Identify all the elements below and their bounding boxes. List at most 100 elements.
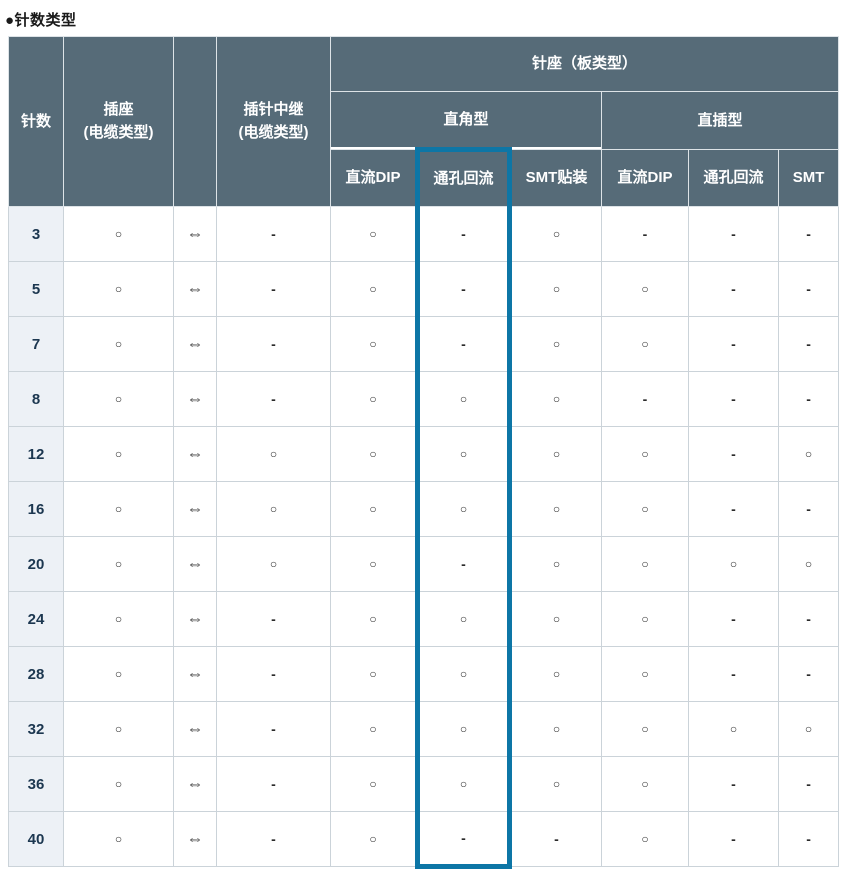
table-row: 32 ○ ⇔ - ○ ○ ○ ○ ○ ○ — [8, 701, 840, 757]
availability-cell: ○ — [216, 481, 331, 537]
availability-cell: ○ — [415, 701, 512, 757]
availability-cell: ○ — [63, 811, 174, 867]
table-row: 8 ○ ⇔ - ○ ○ ○ - - - — [8, 371, 840, 427]
pin-count-cell: 24 — [8, 591, 64, 647]
header-pin-relay-line1: 插针中继 — [243, 101, 304, 118]
availability-cell: ○ — [216, 426, 331, 482]
header-pin-relay: 插针中继 (电缆类型) — [216, 36, 331, 207]
header-straight-group: 直插型 — [600, 91, 840, 150]
availability-cell: ○ — [415, 426, 512, 482]
availability-cell: ○ — [415, 646, 512, 702]
availability-cell: - — [688, 261, 779, 317]
availability-cell: ○ — [330, 756, 418, 812]
pin-count-cell: 5 — [8, 261, 64, 317]
table-row: 28 ○ ⇔ - ○ ○ ○ ○ - - — [8, 646, 840, 702]
availability-cell: - — [216, 261, 331, 317]
availability-cell: - — [777, 591, 840, 647]
availability-cell: ○ — [509, 536, 602, 592]
availability-cell: ○ — [509, 206, 602, 262]
availability-cell: ○ — [601, 481, 689, 537]
pin-count-cell: 28 — [8, 646, 64, 702]
header-pin-relay-line2: (电缆类型) — [238, 123, 309, 141]
table-row: 3 ○ ⇔ - ○ - ○ - - - — [8, 206, 840, 262]
availability-cell: - — [688, 316, 779, 372]
availability-cell: ○ — [509, 591, 602, 647]
availability-cell: ⇔ — [173, 426, 217, 482]
availability-cell: ⇔ — [173, 646, 217, 702]
availability-cell: ○ — [63, 206, 174, 262]
availability-cell: ○ — [330, 646, 418, 702]
availability-cell: - — [601, 371, 689, 427]
availability-cell: ⇔ — [173, 481, 217, 537]
header-board-type-group: 针座（板类型） — [329, 36, 840, 92]
availability-cell: ○ — [63, 316, 174, 372]
pin-count-cell: 12 — [8, 426, 64, 482]
subheader-smt-straight: SMT — [777, 149, 840, 207]
availability-cell: ○ — [63, 481, 174, 537]
availability-cell: ○ — [63, 591, 174, 647]
availability-cell: ○ — [688, 536, 779, 592]
availability-cell: - — [216, 701, 331, 757]
subheader-dc-dip-right-angle: 直流DIP — [330, 149, 418, 207]
header-socket: 插座 (电缆类型) — [63, 36, 174, 207]
pin-count-cell: 36 — [8, 756, 64, 812]
availability-cell: ○ — [601, 316, 689, 372]
availability-cell: ○ — [509, 261, 602, 317]
availability-cell: ⇔ — [173, 591, 217, 647]
table-row: 5 ○ ⇔ - ○ - ○ ○ - - — [8, 261, 840, 317]
availability-cell: ○ — [63, 536, 174, 592]
page-title: ●针数类型 — [5, 12, 77, 29]
pin-count-cell: 20 — [8, 536, 64, 592]
availability-cell: ○ — [777, 426, 840, 482]
table-row: 7 ○ ⇔ - ○ - ○ ○ - - — [8, 316, 840, 372]
availability-cell: ○ — [509, 756, 602, 812]
availability-cell: ○ — [330, 701, 418, 757]
pin-count-type-table: 针数 插座 (电缆类型) 插针中继 (电缆类型) 针座（板类型） 直角型 直插型… — [8, 36, 840, 869]
availability-cell: - — [216, 316, 331, 372]
pin-count-cell: 40 — [8, 811, 64, 867]
availability-cell: - — [777, 756, 840, 812]
availability-cell: - — [688, 646, 779, 702]
availability-cell: ⇔ — [173, 811, 217, 867]
availability-cell: ○ — [415, 756, 512, 812]
availability-cell: - — [415, 206, 512, 262]
subheader-through-hole-reflow-straight: 通孔回流 — [688, 149, 779, 207]
availability-cell: - — [216, 811, 331, 867]
availability-cell: ○ — [63, 261, 174, 317]
availability-cell: ○ — [688, 701, 779, 757]
availability-cell: - — [415, 316, 512, 372]
table-row: 20 ○ ⇔ ○ ○ - ○ ○ ○ ○ — [8, 536, 840, 592]
table-row: 40 ○ ⇔ - ○ - - ○ - - — [8, 811, 840, 869]
availability-cell: ○ — [415, 591, 512, 647]
availability-cell: ○ — [415, 371, 512, 427]
availability-cell: ○ — [330, 371, 418, 427]
header-right-angle-group: 直角型 — [330, 91, 602, 150]
availability-cell: ○ — [777, 701, 840, 757]
availability-cell: - — [601, 206, 689, 262]
availability-cell: ○ — [509, 646, 602, 702]
availability-cell: ○ — [509, 701, 602, 757]
availability-cell: ⇔ — [173, 316, 217, 372]
availability-cell: - — [509, 811, 602, 867]
availability-cell: ○ — [330, 261, 418, 317]
availability-cell: ○ — [63, 426, 174, 482]
availability-cell: ⇔ — [173, 756, 217, 812]
header-arrow-column — [173, 36, 217, 207]
availability-cell: ○ — [777, 536, 840, 592]
pin-count-cell: 32 — [8, 701, 64, 757]
availability-cell: - — [216, 646, 331, 702]
availability-cell: ○ — [601, 261, 689, 317]
availability-cell: ○ — [63, 371, 174, 427]
availability-cell: ○ — [63, 646, 174, 702]
table-row: 16 ○ ⇔ ○ ○ ○ ○ ○ - - — [8, 481, 840, 537]
subheader-dc-dip-straight: 直流DIP — [601, 149, 689, 207]
availability-cell: ○ — [601, 811, 689, 867]
pin-count-cell: 3 — [8, 206, 64, 262]
availability-cell: ○ — [601, 701, 689, 757]
availability-cell: ○ — [330, 591, 418, 647]
availability-cell: - — [777, 316, 840, 372]
availability-cell: - — [777, 811, 840, 867]
availability-cell: - — [688, 811, 779, 867]
availability-cell: - — [688, 591, 779, 647]
